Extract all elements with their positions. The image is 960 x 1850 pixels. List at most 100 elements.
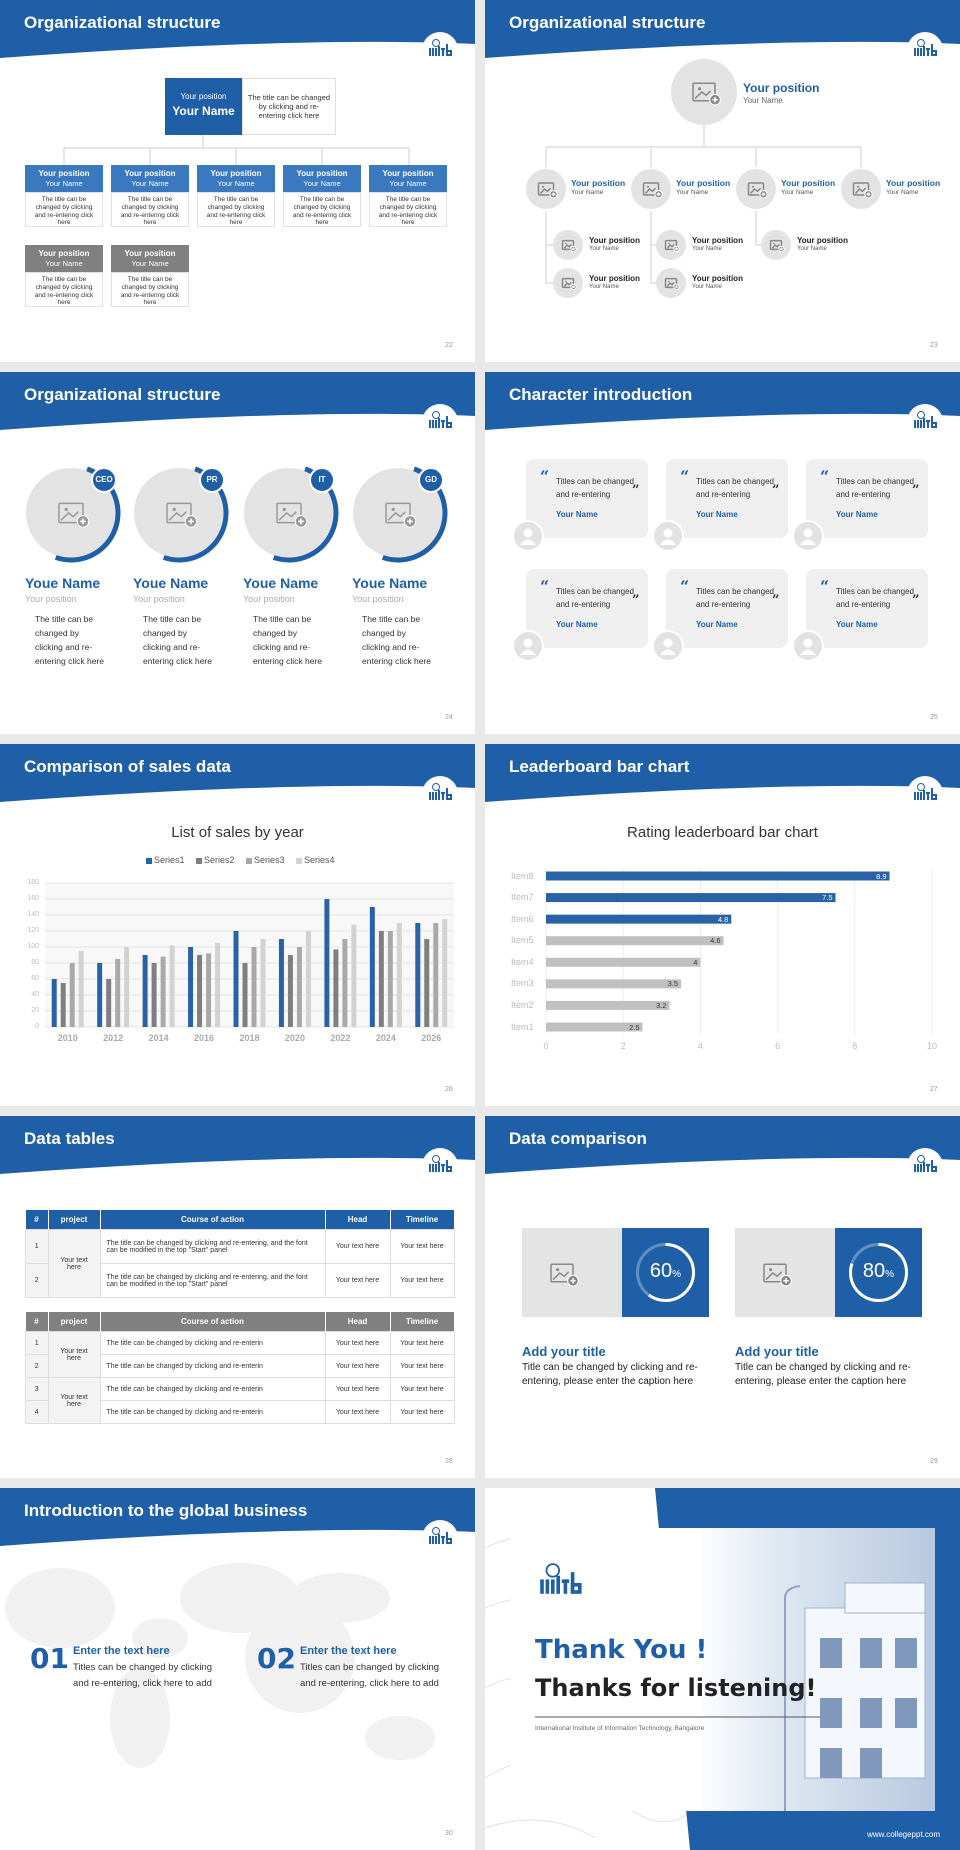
member-position: Your position bbox=[352, 594, 404, 604]
logo-hole bbox=[448, 1168, 450, 1170]
logo bbox=[914, 783, 937, 800]
table-row: 4 The title can be changed by clicking an… bbox=[25, 1400, 455, 1424]
manager-name: Your Name bbox=[676, 189, 709, 196]
member-caption: The title can be changed by clicking and… bbox=[143, 614, 212, 666]
head-cell: Your text here bbox=[324, 1354, 391, 1378]
image-icon bbox=[385, 502, 411, 524]
slide-canvas bbox=[485, 1488, 960, 1850]
logo-bar bbox=[914, 1164, 916, 1172]
logo-bar bbox=[429, 792, 431, 800]
logo-bar bbox=[917, 420, 919, 428]
member-photo bbox=[244, 468, 334, 558]
image-icon-sun bbox=[668, 280, 670, 283]
member-tag: CEO bbox=[95, 475, 113, 484]
image-icon-mountain bbox=[552, 1271, 570, 1281]
row-number: 1 bbox=[25, 1331, 49, 1355]
image-icon-sun bbox=[282, 507, 286, 512]
head-box bbox=[165, 78, 242, 135]
avatar-body bbox=[520, 649, 536, 655]
logo-bar bbox=[923, 418, 925, 428]
bar bbox=[546, 957, 701, 967]
action-cell: The title can be changed by clicking and… bbox=[99, 1331, 326, 1355]
building bbox=[844, 1582, 926, 1614]
item-caption: Titles can be changed by clicking and re… bbox=[300, 1662, 440, 1689]
header-cell: # bbox=[25, 1210, 49, 1230]
row-number: 4 bbox=[25, 1400, 49, 1424]
page-number: 22 bbox=[445, 342, 453, 349]
logo-bar bbox=[545, 1579, 550, 1594]
bar bbox=[433, 923, 439, 1027]
table-row: 3 Your text here The title can be changed … bbox=[25, 1377, 455, 1424]
bar bbox=[415, 923, 421, 1027]
member-name: Youe Name bbox=[243, 575, 319, 591]
member-name: Youe Name bbox=[25, 575, 101, 591]
header-cell: project bbox=[48, 1312, 101, 1332]
logo-bar bbox=[432, 1536, 434, 1544]
y-tick-label: 180 bbox=[27, 878, 39, 886]
y-tick-label: Item2 bbox=[511, 999, 534, 1010]
card bbox=[806, 569, 928, 648]
x-tick-label: 8 bbox=[852, 1041, 858, 1051]
slide: Data tables 28 # project Course of action Hea… bbox=[0, 1116, 475, 1478]
slide-canvas bbox=[485, 1116, 960, 1317]
logo-bar bbox=[438, 46, 440, 56]
member-caption: The title can be changed by clicking and… bbox=[25, 272, 103, 307]
slide: Leaderboard bar chart 27 Rating leaderboar… bbox=[485, 744, 960, 1106]
image-icon bbox=[769, 239, 783, 251]
logo-bar bbox=[435, 48, 437, 56]
page-number: 23 bbox=[930, 342, 938, 349]
image-icon-plus-sign bbox=[551, 192, 556, 197]
image-icon bbox=[763, 1263, 787, 1283]
row-number: 2 bbox=[25, 1354, 49, 1378]
manager-name: Your Name bbox=[886, 189, 919, 196]
bar bbox=[215, 943, 221, 1027]
member-caption: The title can be changed by clicking and… bbox=[362, 614, 431, 666]
staff-position: Your position bbox=[797, 236, 848, 245]
card bbox=[806, 459, 928, 538]
bar bbox=[160, 956, 166, 1027]
bar bbox=[387, 931, 393, 1027]
image-icon-plus-sign bbox=[572, 247, 575, 251]
logo bbox=[429, 783, 452, 800]
data-table: # project Course of action Head Timeline 1 You… bbox=[25, 1210, 455, 1298]
logo-bar bbox=[432, 48, 434, 56]
y-tick-label: Item3 bbox=[511, 978, 534, 989]
quote-open: “ bbox=[540, 577, 550, 596]
card-name: Your Name bbox=[556, 620, 598, 629]
bar bbox=[378, 931, 384, 1027]
logo-bar bbox=[920, 792, 922, 800]
member-caption: The title can be changed by clicking and… bbox=[25, 192, 103, 227]
logo-bar bbox=[570, 1572, 575, 1594]
slide-title: Organizational structure bbox=[509, 13, 706, 32]
member-photo bbox=[353, 468, 443, 558]
card-text: Titles can be changed and re-entering bbox=[696, 587, 774, 609]
bar bbox=[51, 979, 57, 1027]
logo-bar bbox=[435, 1164, 437, 1172]
page-number: 30 bbox=[445, 1830, 453, 1837]
logo-bar bbox=[438, 418, 440, 428]
y-tick-label: Item5 bbox=[511, 935, 534, 946]
value-label: 4.6 bbox=[710, 936, 721, 946]
header-row: # project Course of action Head Timeline bbox=[25, 1210, 455, 1230]
x-tick-label: 2016 bbox=[194, 1033, 215, 1043]
logo-bar bbox=[917, 792, 919, 800]
y-tick-label: Item7 bbox=[511, 892, 534, 903]
member-caption: The title can be changed by clicking and… bbox=[35, 614, 104, 666]
card-name: Your Name bbox=[836, 620, 878, 629]
staff-name: Your Name bbox=[589, 246, 619, 252]
y-tick-label: 140 bbox=[27, 910, 39, 918]
member-position: Your position bbox=[210, 169, 262, 178]
avatar-head bbox=[663, 638, 673, 648]
card-name: Your Name bbox=[696, 620, 738, 629]
y-tick-label: Item1 bbox=[511, 1021, 534, 1032]
staff-position: Your position bbox=[589, 274, 640, 283]
image-icon-mountain bbox=[644, 187, 657, 194]
slide: Character introduction 25 “ Titles can be c… bbox=[485, 372, 960, 734]
item-number: 01 bbox=[30, 1642, 69, 1675]
value-label: 7.5 bbox=[822, 893, 833, 903]
image-icon bbox=[58, 502, 84, 524]
logo-bar bbox=[563, 1579, 568, 1594]
logo-bar bbox=[927, 792, 929, 800]
image-icon-plus-sign bbox=[572, 285, 575, 289]
logo-hole bbox=[933, 52, 935, 54]
